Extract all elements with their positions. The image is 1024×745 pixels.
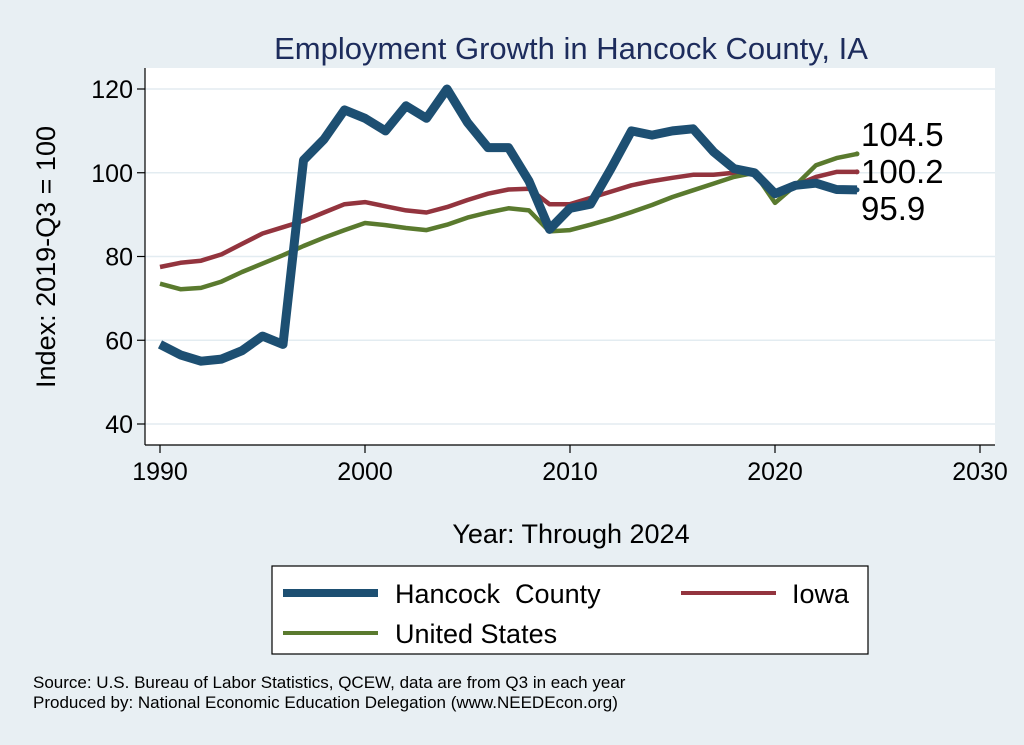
line-chart: 40 60 80 100 120 1990 2000 2010 2020 2030 104.510… <box>31 31 1008 655</box>
y-axis-label: Index: 2019-Q3 = 100 <box>31 126 61 388</box>
y-tick-label-100: 100 <box>91 160 133 188</box>
x-tick-label-2030: 2030 <box>952 458 1008 486</box>
series-lines <box>157 84 858 366</box>
legend-label-hancock: Hancock County <box>395 579 601 609</box>
end-label-0: 104.5 <box>861 116 944 153</box>
y-tick-label-80: 80 <box>105 244 133 272</box>
x-tick-label-2000: 2000 <box>337 458 393 486</box>
end-label-2: 95.9 <box>861 190 925 227</box>
legend: Hancock County Iowa United States <box>271 565 869 655</box>
end-marker-2 <box>854 187 860 193</box>
end-label-1: 100.2 <box>861 153 944 190</box>
chart-title: Employment Growth in Hancock County, IA <box>274 31 868 66</box>
x-axis-label: Year: Through 2024 <box>452 519 689 549</box>
series-line-hancock-county <box>157 84 858 366</box>
y-tick-label-60: 60 <box>105 327 133 355</box>
end-marker-1 <box>854 169 860 175</box>
legend-label-us: United States <box>395 619 557 649</box>
legend-box <box>271 565 869 655</box>
y-tick-label-40: 40 <box>105 411 133 439</box>
x-tick-label-2020: 2020 <box>747 458 803 486</box>
source-note: Source: U.S. Bureau of Labor Statistics,… <box>33 673 626 692</box>
x-tick-label-2010: 2010 <box>542 458 598 486</box>
legend-label-iowa: Iowa <box>792 579 850 609</box>
producer-note: Produced by: National Economic Education… <box>33 693 618 712</box>
end-marker-0 <box>854 151 860 157</box>
y-tick-label-120: 120 <box>91 76 133 104</box>
series-line-united-states <box>159 151 858 292</box>
x-tick-label-1990: 1990 <box>132 458 188 486</box>
axes: 40 60 80 100 120 1990 2000 2010 2020 2030 <box>91 68 1008 486</box>
